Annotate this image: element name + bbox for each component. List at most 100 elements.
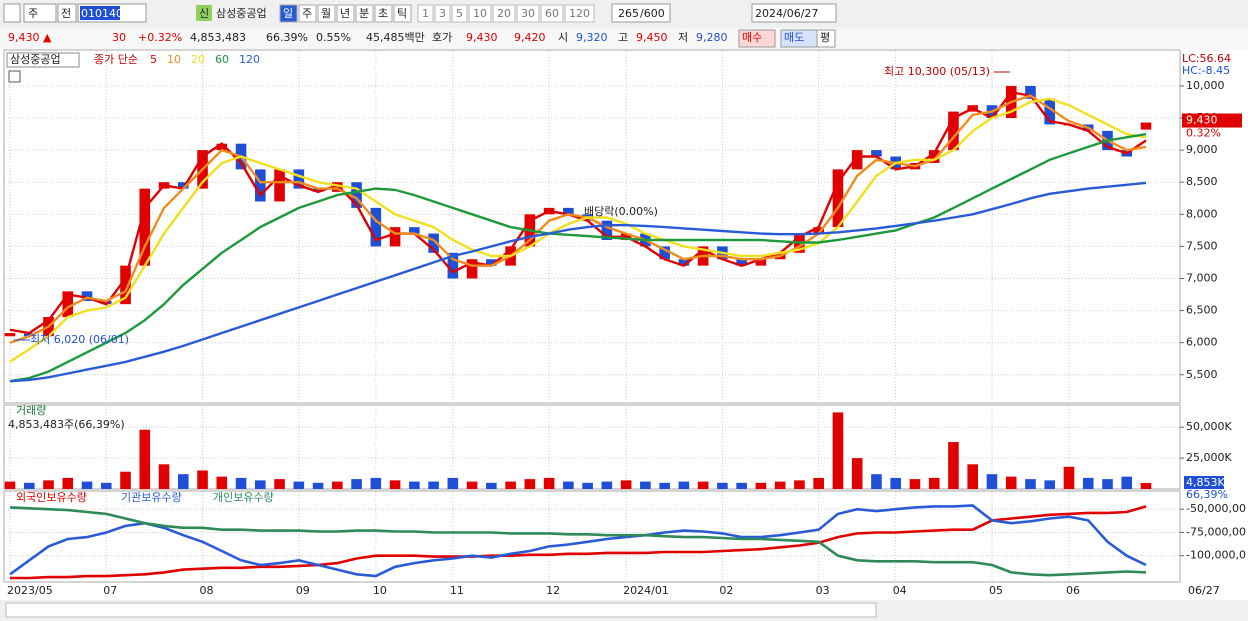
volume-bar — [312, 482, 324, 489]
candle — [466, 259, 478, 279]
series-line — [9, 504, 1147, 578]
volume-bar — [216, 476, 228, 489]
candle — [563, 207, 574, 215]
market-select[interactable] — [23, 3, 57, 23]
volume-bar — [4, 481, 16, 489]
period-button[interactable] — [279, 4, 298, 23]
interval-button[interactable] — [434, 4, 451, 23]
volume-bar — [697, 481, 709, 489]
period-button[interactable] — [393, 4, 412, 23]
volume-bar — [1140, 483, 1152, 489]
candle — [447, 252, 459, 279]
volume-bar — [466, 481, 478, 489]
volume-bar — [948, 442, 959, 489]
quote-turnover: 0.55% — [316, 31, 351, 44]
period-button[interactable] — [298, 4, 317, 23]
volume-bar — [967, 464, 979, 489]
volume-bar — [120, 471, 131, 489]
period-button[interactable] — [336, 4, 355, 23]
quote-avg: 평 — [820, 31, 830, 44]
candle — [351, 182, 362, 208]
series-line — [9, 94, 1147, 344]
legend-entry: 개인보유수량 — [213, 491, 274, 504]
quote-volume: 4,853,483 — [190, 31, 246, 44]
interval: 10 — [473, 7, 487, 20]
volume-bar — [524, 479, 536, 489]
x-tick-label: 08 — [200, 584, 214, 597]
candle — [62, 291, 74, 317]
period-button[interactable] — [355, 4, 374, 23]
volume-bar — [543, 477, 555, 489]
interval-button[interactable] — [492, 4, 516, 23]
volume-bar — [794, 480, 805, 489]
interval: 60 — [545, 7, 559, 20]
legend-entry: 120 — [239, 53, 260, 66]
quote-low-label: 저 — [678, 31, 688, 44]
quote-buy: 매수 — [742, 31, 762, 44]
legend-entry: 10 — [167, 53, 181, 66]
last-volume: 4,853K — [1186, 476, 1225, 489]
interval-button[interactable] — [468, 4, 492, 23]
cursor-date: 06/27 — [1188, 584, 1220, 597]
interval-button[interactable] — [451, 4, 468, 23]
quote-button[interactable] — [738, 29, 776, 48]
interval-button[interactable] — [417, 4, 434, 23]
quote-bid: 9,420 — [514, 31, 546, 44]
interval-button[interactable] — [516, 4, 540, 23]
interval-button[interactable] — [540, 4, 564, 23]
y-tick-label: 7,000 — [1186, 271, 1218, 284]
quote-rate: +0.32% — [138, 31, 182, 44]
quote-bid-label: 호가 — [432, 31, 452, 44]
candle — [120, 265, 131, 305]
annotation-low: 최저 6,020 (06/01) — [30, 333, 129, 346]
volume-bar — [813, 477, 824, 489]
period-button[interactable] — [374, 4, 393, 23]
candle — [1140, 122, 1152, 130]
scroll-track[interactable] — [5, 602, 877, 618]
series-line — [9, 506, 1147, 577]
interval: 5 — [456, 7, 463, 20]
date-box[interactable] — [751, 3, 837, 23]
volume-bar — [139, 429, 151, 489]
quote-low: 9,280 — [696, 31, 728, 44]
interval-button[interactable] — [564, 4, 595, 23]
series-line — [10, 505, 1147, 580]
candle — [871, 150, 882, 157]
volume-bar — [736, 482, 747, 489]
interval: 20 — [497, 7, 511, 20]
period: 일 — [283, 6, 293, 20]
y-tick-label: 7,500 — [1186, 239, 1218, 252]
x-tick-label: 03 — [816, 584, 830, 597]
volume-bar — [755, 482, 767, 489]
volume-bar — [640, 481, 651, 489]
candle — [81, 291, 93, 301]
volume-bar — [717, 482, 728, 489]
candle — [409, 227, 420, 234]
market: 주 — [28, 7, 38, 20]
count-box[interactable] — [611, 3, 671, 23]
volume-bar — [659, 482, 670, 489]
volume-bar — [409, 481, 420, 489]
last-pct: 0.32% — [1186, 127, 1221, 140]
code: 010140 — [81, 7, 123, 20]
volume-bar — [1005, 476, 1017, 489]
candle — [659, 246, 670, 260]
quote-ask: 9,430 — [466, 31, 498, 44]
candle — [948, 111, 959, 151]
y-tick-label: 6,000 — [1186, 336, 1218, 349]
period: 주 — [302, 7, 312, 20]
interval: 3 — [439, 7, 446, 20]
mode-button[interactable] — [57, 3, 77, 23]
volume-bar — [158, 464, 170, 489]
legend-entry: 외국인보유수량 — [16, 491, 87, 504]
annotation-high: 최고 10,300 (05/13) — [884, 65, 990, 78]
x-tick-label: 04 — [893, 584, 907, 597]
volume-bar — [81, 481, 93, 489]
volume-bar — [986, 474, 998, 489]
candle — [601, 220, 613, 240]
quote-button[interactable] — [816, 29, 836, 48]
volume-bar — [486, 482, 497, 489]
period-button[interactable] — [317, 4, 336, 23]
badge: 신 — [199, 7, 209, 20]
icon[interactable] — [3, 3, 21, 23]
